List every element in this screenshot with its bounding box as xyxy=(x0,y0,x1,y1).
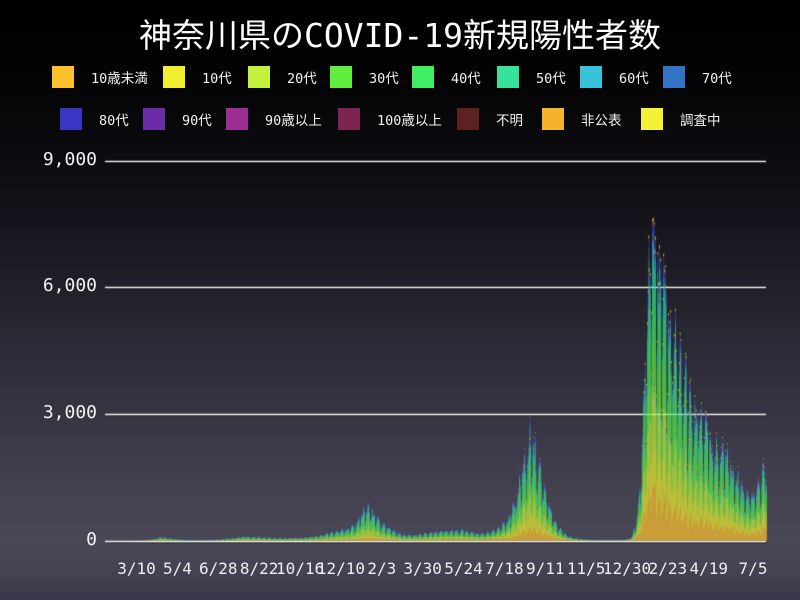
legend-label: 90歳以上 xyxy=(265,113,322,129)
x-axis-tick: 9/11 xyxy=(526,559,565,578)
x-axis-tick: 12/30 xyxy=(602,559,652,578)
x-axis-tick: 3/10 xyxy=(117,559,156,578)
legend-item: 50代 xyxy=(497,66,566,88)
y-axis-tick: 6,000 xyxy=(42,275,97,297)
legend-swatch xyxy=(412,66,434,88)
legend-swatch xyxy=(60,108,82,130)
legend-swatch xyxy=(542,108,564,130)
x-axis-tick: 5/24 xyxy=(444,559,483,578)
legend-swatch xyxy=(641,108,663,130)
legend-label: 10歳未満 xyxy=(91,71,148,87)
legend-item: 10歳未満 xyxy=(52,66,148,88)
legend-swatch xyxy=(457,108,479,130)
legend-swatch xyxy=(163,66,185,88)
y-axis-tick: 9,000 xyxy=(42,148,97,170)
legend-label: 70代 xyxy=(702,71,732,87)
legend-label: 30代 xyxy=(369,71,399,87)
legend-swatch xyxy=(497,66,519,88)
legend-swatch xyxy=(52,66,74,88)
x-axis-tick: 6/28 xyxy=(199,559,238,578)
legend-item: 100歳以上 xyxy=(338,108,442,130)
legend-item: 不明 xyxy=(457,108,523,130)
x-axis-tick: 7/18 xyxy=(485,559,524,578)
legend-item: 20代 xyxy=(248,66,317,88)
legend-label: 100歳以上 xyxy=(377,113,442,129)
x-axis-tick: 10/16 xyxy=(275,559,325,578)
legend-label: 50代 xyxy=(536,71,566,87)
legend-swatch xyxy=(663,66,685,88)
legend-label: 80代 xyxy=(99,113,129,129)
x-axis-tick: 11/5 xyxy=(566,559,606,578)
chart-title: 神奈川県のCOVID-19新規陽性者数 xyxy=(139,16,661,55)
x-axis-tick: 5/4 xyxy=(162,559,192,578)
y-axis-tick: 0 xyxy=(86,528,97,550)
legend-swatch xyxy=(338,108,360,130)
x-axis-tick: 3/30 xyxy=(403,559,442,578)
legend-swatch xyxy=(143,108,165,130)
y-axis-tick: 3,000 xyxy=(42,401,97,423)
legend-label: 非公表 xyxy=(581,113,622,129)
legend-swatch xyxy=(580,66,602,88)
legend-swatch xyxy=(226,108,248,130)
legend-label: 不明 xyxy=(496,113,523,129)
legend-item: 30代 xyxy=(330,66,399,88)
x-axis-tick: 2/23 xyxy=(648,559,688,578)
legend-label: 10代 xyxy=(202,71,232,87)
x-axis-tick: 7/5 xyxy=(738,559,768,578)
legend-label: 90代 xyxy=(182,113,212,129)
x-axis-tick: 12/10 xyxy=(316,559,365,578)
legend-item: 40代 xyxy=(412,66,481,88)
x-axis-tick: 2/3 xyxy=(367,559,397,578)
legend-item: 60代 xyxy=(580,66,649,88)
legend-item: 非公表 xyxy=(542,108,622,130)
legend-item: 70代 xyxy=(663,66,732,88)
legend-swatch xyxy=(248,66,270,88)
legend-item: 90歳以上 xyxy=(226,108,322,130)
legend-item: 80代 xyxy=(60,108,129,130)
legend-label: 20代 xyxy=(287,71,317,87)
legend-label: 調査中 xyxy=(680,113,721,129)
legend-swatch xyxy=(330,66,352,88)
legend-item: 90代 xyxy=(143,108,212,130)
legend-label: 60代 xyxy=(619,71,649,87)
legend-item: 調査中 xyxy=(641,108,721,130)
x-axis-tick: 8/22 xyxy=(239,559,279,578)
legend-label: 40代 xyxy=(451,71,481,87)
legend-item: 10代 xyxy=(163,66,232,88)
x-axis-tick: 4/19 xyxy=(689,559,729,578)
